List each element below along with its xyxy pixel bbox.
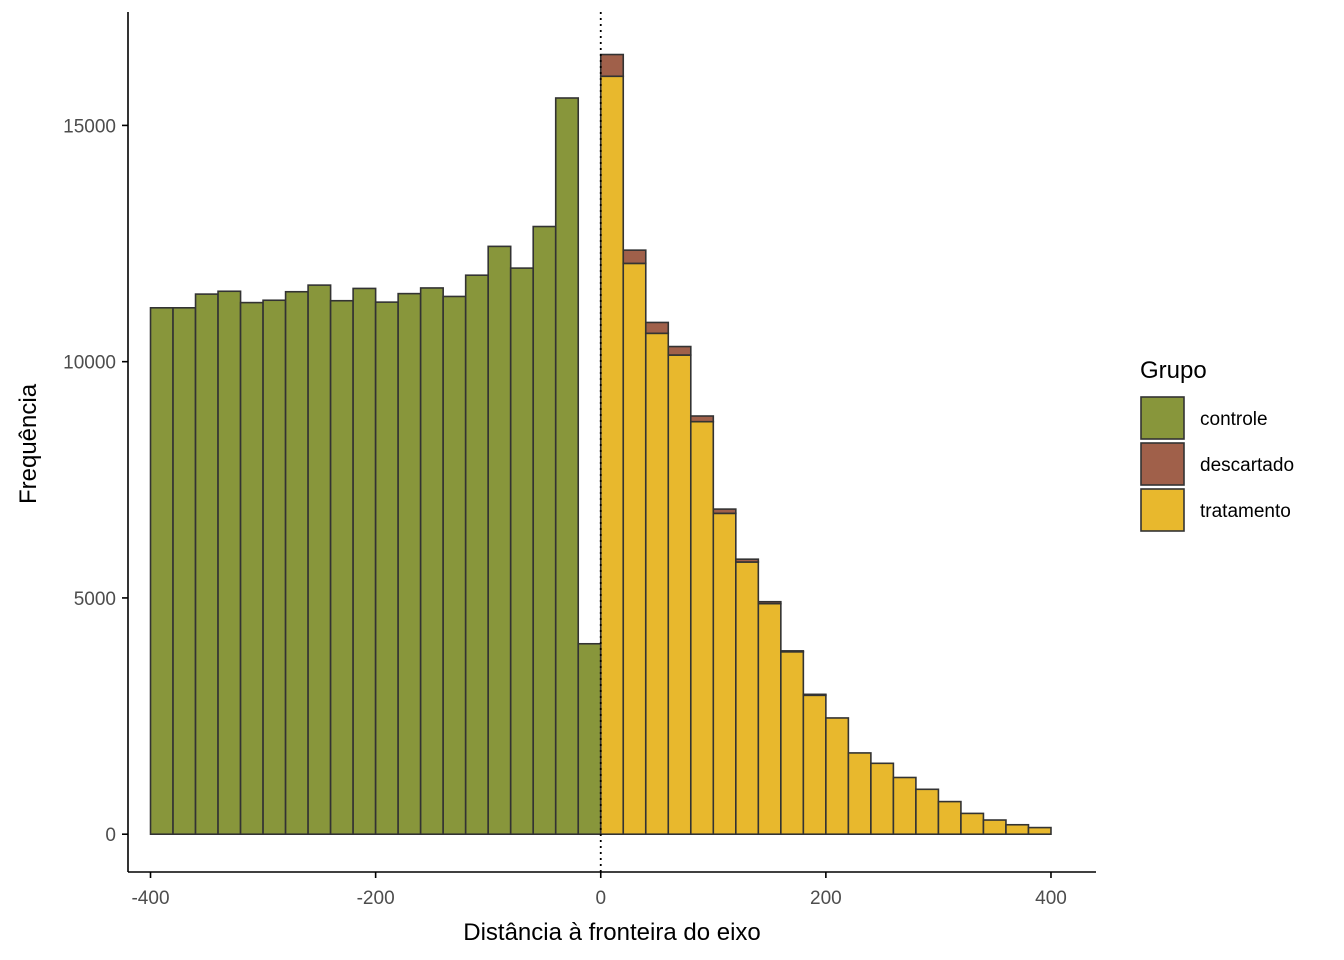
bar-controle-2 [194, 293, 219, 835]
bar-controle-19 [577, 642, 602, 835]
bar-tratamento-38 [1005, 823, 1030, 835]
bar-controle-16 [509, 267, 535, 835]
bar-controle-11 [397, 292, 422, 835]
bar-tratamento-31 [847, 752, 872, 835]
legend-key-controle [1140, 396, 1185, 440]
bar-tratamento-20 [599, 75, 625, 835]
bar-tratamento-34 [915, 788, 940, 835]
bar-tratamento-33 [892, 776, 917, 835]
y-tick-label: 0 [105, 825, 116, 846]
bar-tratamento-23 [667, 354, 692, 835]
bar-tratamento-36 [960, 812, 985, 835]
x-tick-label: -200 [357, 888, 395, 909]
y-ticks: 0 5000 10000 15000 [63, 116, 128, 846]
x-tick-label: 400 [1035, 888, 1067, 909]
bar-controle-4 [239, 301, 264, 835]
bar-controle-14 [464, 274, 489, 835]
bar-descartado-27 [757, 600, 782, 605]
legend-items: controle descartado tratamento [1140, 396, 1294, 532]
y-tick-label: 15000 [63, 116, 116, 137]
bar-tratamento-27 [757, 602, 782, 835]
bar-controle-9 [352, 287, 377, 835]
bar-descartado-23 [667, 345, 692, 356]
bar-tratamento-28 [780, 651, 805, 835]
x-ticks: -400 -200 0 200 400 [131, 872, 1067, 909]
x-tick-label: 200 [810, 888, 842, 909]
x-axis-title: Distância à fronteira do eixo [463, 919, 761, 946]
bar-tratamento-37 [982, 819, 1007, 835]
bar-controle-3 [217, 290, 242, 835]
y-axis-title: Frequência [15, 383, 42, 504]
bar-tratamento-29 [802, 694, 827, 835]
bar-controle-18 [554, 97, 580, 835]
bar-tratamento-25 [712, 512, 737, 835]
legend-label-descartado: descartado [1200, 455, 1294, 476]
bar-tratamento-32 [870, 762, 895, 835]
bar-controle-12 [419, 287, 444, 835]
legend-label-tratamento: tratamento [1200, 501, 1291, 522]
legend-key-descartado [1140, 442, 1185, 486]
bar-controle-8 [329, 299, 354, 835]
legend: Grupo controle descartado tratamento [1140, 357, 1294, 532]
bar-controle-0 [149, 307, 174, 835]
bar-descartado-22 [644, 321, 670, 335]
bars-layer [149, 53, 1052, 835]
bar-tratamento-24 [689, 420, 715, 835]
bar-controle-13 [442, 295, 467, 835]
bar-controle-7 [307, 284, 332, 835]
bar-controle-6 [284, 290, 309, 835]
y-tick-label: 10000 [63, 353, 116, 374]
bar-controle-10 [374, 301, 399, 835]
bar-tratamento-35 [937, 800, 962, 835]
x-tick-label: 0 [595, 888, 606, 909]
bar-controle-17 [532, 225, 557, 835]
bar-tratamento-21 [622, 262, 647, 835]
legend-title: Grupo [1140, 357, 1207, 384]
legend-label-controle: controle [1200, 409, 1268, 430]
bar-tratamento-39 [1027, 826, 1052, 835]
legend-key-tratamento [1140, 488, 1185, 532]
y-tick-label: 5000 [74, 589, 116, 610]
bar-controle-15 [487, 245, 512, 835]
bar-descartado-21 [622, 249, 647, 265]
bar-descartado-20 [599, 53, 625, 78]
bar-descartado-29 [802, 693, 827, 697]
x-tick-label: -400 [131, 888, 169, 909]
bar-controle-1 [172, 307, 197, 835]
bar-descartado-24 [689, 415, 715, 423]
bar-descartado-28 [780, 650, 805, 653]
bar-descartado-26 [735, 558, 760, 563]
bar-controle-5 [262, 299, 287, 835]
bar-tratamento-26 [735, 561, 760, 835]
bar-tratamento-30 [825, 717, 850, 835]
bar-descartado-25 [712, 508, 737, 515]
bar-tratamento-22 [644, 332, 670, 835]
